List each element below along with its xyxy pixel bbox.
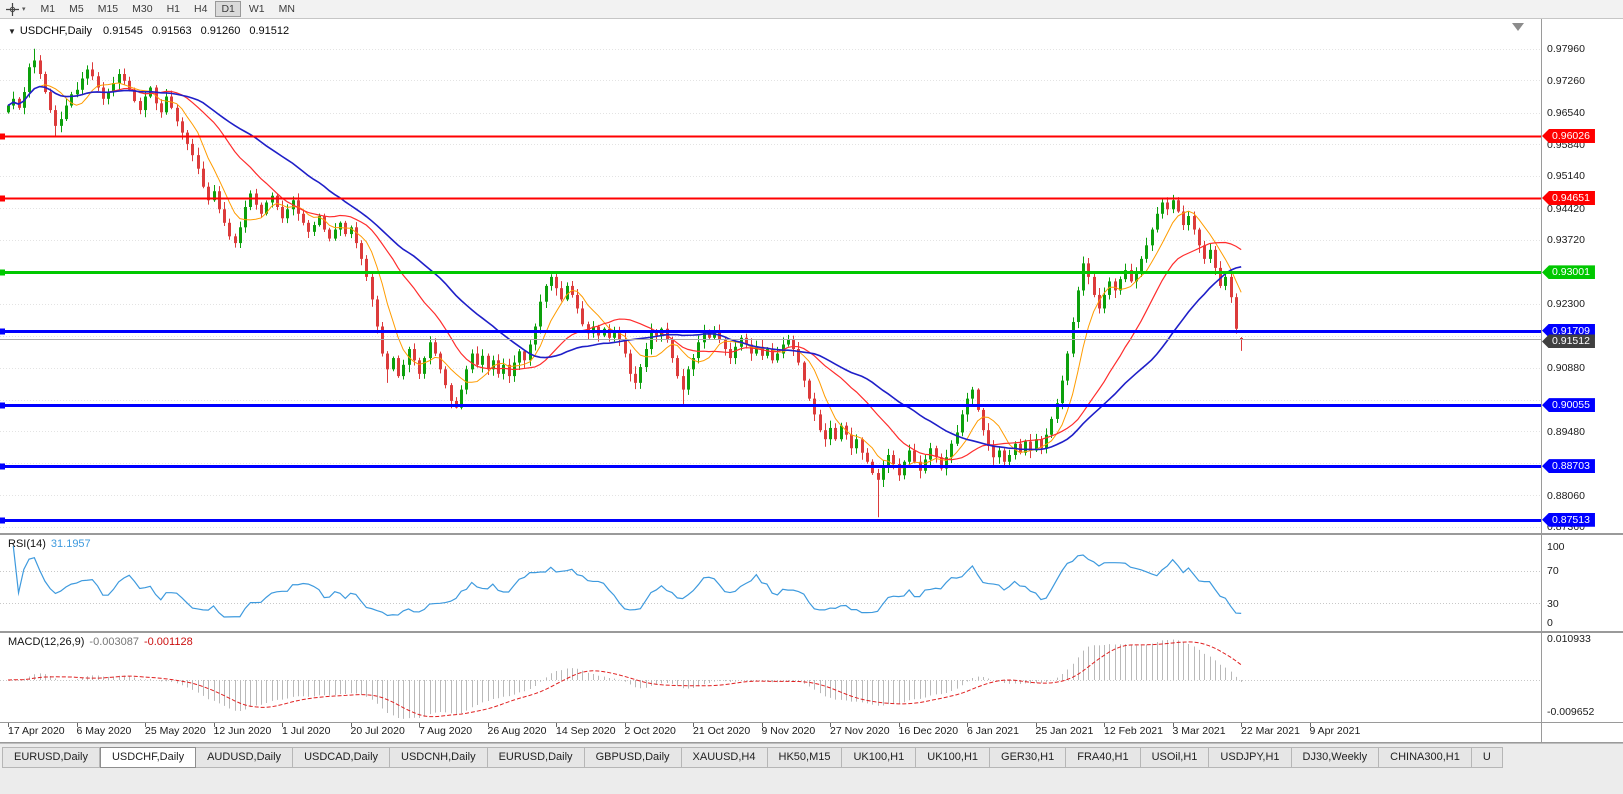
price-axis-label: 0.93720 bbox=[1547, 234, 1585, 247]
chart-tab-gbpusd-daily[interactable]: GBPUSD,Daily bbox=[584, 747, 682, 768]
chart-tab-dj30-weekly[interactable]: DJ30,Weekly bbox=[1291, 747, 1380, 768]
macd-axis-min-label: -0.009652 bbox=[1547, 706, 1595, 718]
hline-price-tag[interactable]: 0.96026 bbox=[1542, 128, 1595, 143]
rsi-value: 31.1957 bbox=[50, 538, 91, 550]
macd-name: MACD(12,26,9) bbox=[8, 636, 85, 648]
macd-indicator-label: MACD(12,26,9) -0.003087 -0.001128 bbox=[8, 636, 193, 648]
rsi-indicator-label: RSI(14) 31.1957 bbox=[8, 538, 91, 550]
hline-price-tag[interactable]: 0.88703 bbox=[1542, 459, 1595, 474]
chart-tab-china300-h1[interactable]: CHINA300,H1 bbox=[1379, 747, 1472, 768]
macd-main-value: -0.003087 bbox=[89, 636, 139, 648]
date-axis-label: 21 Oct 2020 bbox=[693, 725, 751, 737]
hline-price-tag[interactable]: 0.91709 bbox=[1542, 323, 1595, 338]
date-axis-label: 1 Jul 2020 bbox=[282, 725, 331, 737]
price-axis-label: 0.94420 bbox=[1547, 202, 1585, 215]
date-axis-label: 14 Sep 2020 bbox=[556, 725, 616, 737]
panel-separator-macd[interactable] bbox=[0, 631, 1623, 633]
ohlc-close-value: 0.91512 bbox=[249, 25, 290, 37]
date-axis-label: 25 Jan 2021 bbox=[1035, 725, 1094, 737]
date-axis-separator bbox=[0, 722, 1623, 723]
ohlc-low-value: 0.91260 bbox=[200, 25, 241, 37]
rsi-axis-label: 30 bbox=[1547, 597, 1559, 610]
chart-tab-fra40-h1[interactable]: FRA40,H1 bbox=[1066, 747, 1141, 768]
chart-tab-usdcad-daily[interactable]: USDCAD,Daily bbox=[293, 747, 391, 768]
price-axis-label: 0.97260 bbox=[1547, 74, 1585, 87]
chart-tab-usdchf-daily[interactable]: USDCHF,Daily bbox=[99, 747, 197, 768]
price-axis-label: 0.95140 bbox=[1547, 170, 1585, 183]
timeframe-toolbar: ▾ M1 M5 M15 M30 H1 H4 D1 W1 MN bbox=[0, 0, 1623, 19]
price-axis-label: 0.89480 bbox=[1547, 425, 1585, 438]
chart-tab-hk50-m15[interactable]: HK50,M15 bbox=[767, 747, 843, 768]
ohlc-high-value: 0.91563 bbox=[151, 25, 192, 37]
date-axis-label: 16 Dec 2020 bbox=[898, 725, 959, 737]
date-axis-label: 6 May 2020 bbox=[76, 725, 132, 737]
chart-shift-marker[interactable] bbox=[1512, 23, 1524, 31]
date-axis-label: 7 Aug 2020 bbox=[419, 725, 473, 737]
window-bottom-border bbox=[0, 742, 1623, 743]
price-axis-label: 0.92300 bbox=[1547, 298, 1585, 311]
chart-tab-audusd-daily[interactable]: AUDUSD,Daily bbox=[196, 747, 294, 768]
hline-price-tag[interactable]: 0.94651 bbox=[1542, 190, 1595, 205]
timeframe-button-mn[interactable]: MN bbox=[278, 3, 295, 15]
macd-axis-max-label: 0.010933 bbox=[1547, 633, 1591, 645]
chart-tab-usdcnh-daily[interactable]: USDCNH,Daily bbox=[390, 747, 488, 768]
date-axis-label: 20 Jul 2020 bbox=[350, 725, 405, 737]
price-axis-label: 0.96540 bbox=[1547, 107, 1585, 120]
date-axis-label: 26 Aug 2020 bbox=[487, 725, 547, 737]
price-axis-label: 0.97960 bbox=[1547, 43, 1585, 56]
date-axis-label: 2 Oct 2020 bbox=[624, 725, 676, 737]
chart-tab-uk100-h1[interactable]: UK100,H1 bbox=[916, 747, 991, 768]
rsi-axis-label: 0 bbox=[1547, 617, 1553, 629]
timeframe-buttons: M1 M5 M15 M30 H1 H4 D1 W1 MN bbox=[34, 0, 302, 19]
date-axis-label: 12 Feb 2021 bbox=[1104, 725, 1163, 737]
dropdown-caret-icon: ▾ bbox=[22, 6, 26, 13]
chart-tab-eurusd-daily[interactable]: EURUSD,Daily bbox=[2, 747, 100, 768]
date-axis-label: 22 Mar 2021 bbox=[1241, 725, 1300, 737]
crosshair-icon bbox=[5, 2, 20, 17]
rsi-name: RSI(14) bbox=[8, 538, 46, 550]
timeframe-button-m5[interactable]: M5 bbox=[69, 3, 84, 15]
date-axis-label: 9 Apr 2021 bbox=[1309, 725, 1361, 737]
chart-tab-xauusd-h4[interactable]: XAUUSD,H4 bbox=[681, 747, 768, 768]
chart-tab-usdjpy-h1[interactable]: USDJPY,H1 bbox=[1209, 747, 1292, 768]
rsi-axis-label: 70 bbox=[1547, 565, 1559, 578]
hline-price-tag[interactable]: 0.93001 bbox=[1542, 265, 1595, 280]
panel-separator-rsi[interactable] bbox=[0, 533, 1623, 535]
rsi-axis-label: 100 bbox=[1547, 540, 1565, 553]
timeframe-button-h4[interactable]: H4 bbox=[194, 3, 208, 15]
chart-tab-ger30-h1[interactable]: GER30,H1 bbox=[990, 747, 1067, 768]
date-axis-label: 6 Jan 2021 bbox=[967, 725, 1019, 737]
date-axis-label: 17 Apr 2020 bbox=[8, 725, 65, 737]
timeframe-button-m1[interactable]: M1 bbox=[40, 3, 56, 15]
macd-signal-value: -0.001128 bbox=[143, 636, 193, 648]
hline-price-tag[interactable]: 0.90055 bbox=[1542, 398, 1595, 413]
chart-tab-eurusd-daily[interactable]: EURUSD,Daily bbox=[487, 747, 585, 768]
chart-tabs-bar: EURUSD,Daily USDCHF,Daily AUDUSD,Daily USDC… bbox=[0, 743, 1623, 794]
chart-tab-usoil-h1[interactable]: USOil,H1 bbox=[1140, 747, 1210, 768]
crosshair-tool-button[interactable]: ▾ bbox=[0, 0, 29, 19]
price-axis-label: 0.88060 bbox=[1547, 489, 1585, 502]
ohlc-open-value: 0.91545 bbox=[103, 25, 143, 37]
price-axis-label: 0.90880 bbox=[1547, 362, 1585, 375]
timeframe-button-h1[interactable]: H1 bbox=[166, 3, 181, 15]
chart-tab-u[interactable]: U bbox=[1471, 747, 1503, 768]
date-axis-label: 27 Nov 2020 bbox=[830, 725, 890, 737]
timeframe-button-m15[interactable]: M15 bbox=[97, 3, 119, 15]
chart-tab-uk100-h1[interactable]: UK100,H1 bbox=[842, 747, 917, 768]
hline-price-tag[interactable]: 0.87513 bbox=[1542, 512, 1595, 527]
date-axis-label: 3 Mar 2021 bbox=[1172, 725, 1226, 737]
date-axis-label: 12 Jun 2020 bbox=[213, 725, 272, 737]
timeframe-button-m30[interactable]: M30 bbox=[132, 3, 153, 15]
date-axis-label: 25 May 2020 bbox=[145, 725, 206, 737]
current-price-tag: 0.91512 bbox=[1542, 334, 1595, 349]
chart-title-overlay: ▼ USDCHF,Daily 0.91545 0.91563 0.91260 0… bbox=[8, 25, 298, 37]
collapse-triangle-icon[interactable]: ▼ bbox=[8, 26, 16, 36]
timeframe-button-d1[interactable]: D1 bbox=[215, 1, 241, 17]
chart-symbol-label: USDCHF,Daily bbox=[19, 25, 93, 37]
date-axis-label: 9 Nov 2020 bbox=[761, 725, 816, 737]
timeframe-button-w1[interactable]: W1 bbox=[248, 3, 265, 15]
